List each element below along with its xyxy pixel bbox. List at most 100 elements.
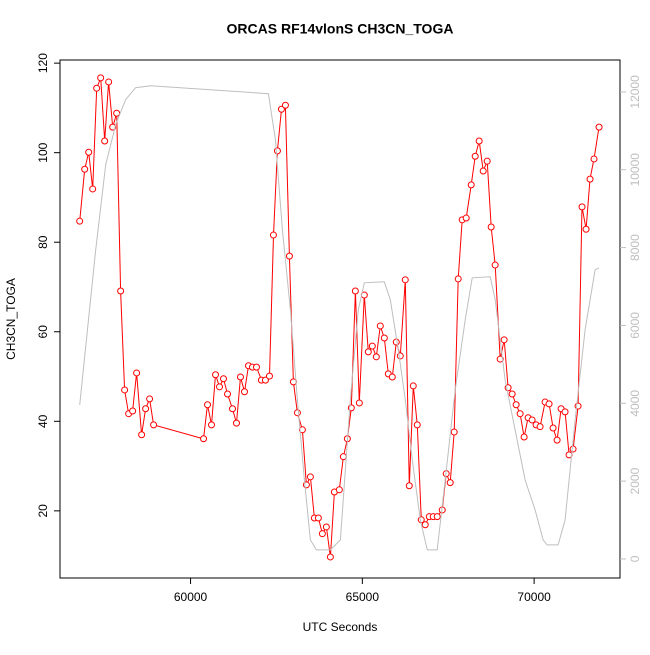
point (372, 353, 380, 361)
y-tick-label: 120 (36, 53, 50, 73)
x-tick-label: 70000 (517, 590, 551, 604)
point (475, 137, 483, 145)
point (520, 433, 528, 441)
point (208, 421, 216, 429)
point (281, 101, 289, 109)
point (252, 363, 260, 371)
point (578, 203, 586, 211)
point (516, 410, 524, 418)
point (582, 225, 590, 233)
y-axis-label: CH3CN_TOGA (4, 278, 18, 360)
point (355, 399, 363, 407)
point (261, 376, 269, 384)
point (536, 423, 544, 431)
point (553, 436, 561, 444)
point (298, 426, 306, 434)
point (590, 155, 598, 163)
point (450, 428, 458, 436)
point (121, 386, 129, 394)
y2-tick-label: 4000 (628, 390, 642, 417)
point (117, 287, 125, 295)
point (97, 74, 105, 82)
x-axis-label: UTC Seconds (303, 620, 378, 634)
y2-tick-label: 0 (628, 555, 642, 562)
y-tick-label: 100 (36, 142, 50, 162)
point (146, 395, 154, 403)
point (133, 369, 141, 377)
y2-tick-label: 6000 (628, 312, 642, 339)
point (368, 342, 376, 350)
point (462, 214, 470, 222)
point (467, 181, 475, 189)
point (322, 523, 330, 531)
point (76, 217, 84, 225)
y-tick-label: 40 (36, 414, 50, 428)
point (293, 409, 301, 417)
point (413, 421, 421, 429)
point (138, 431, 146, 439)
point (224, 390, 232, 398)
point (471, 152, 479, 160)
point (491, 261, 499, 269)
point (483, 157, 491, 165)
point (314, 514, 322, 522)
point (326, 553, 334, 561)
point (212, 371, 220, 379)
point (105, 78, 113, 86)
y-tick-label: 60 (36, 325, 50, 339)
point (273, 147, 281, 155)
point (454, 275, 462, 283)
point (376, 322, 384, 330)
point (269, 231, 277, 239)
point (219, 375, 227, 383)
series-line (79, 85, 600, 551)
point (285, 252, 293, 260)
point (81, 165, 89, 173)
point (150, 421, 158, 429)
point (113, 109, 121, 117)
point (200, 435, 208, 443)
point (265, 372, 273, 380)
y-tick-label: 80 (36, 235, 50, 249)
point (512, 401, 520, 409)
point (561, 408, 569, 416)
point (240, 388, 248, 396)
point (401, 276, 409, 284)
x-tick-label: 65000 (346, 590, 380, 604)
point (446, 479, 454, 487)
y2-tick-label: 10000 (628, 153, 642, 187)
point (421, 521, 429, 529)
y2-tick-label: 2000 (628, 467, 642, 494)
x-tick-label: 60000 (174, 590, 208, 604)
point (277, 105, 285, 113)
point (496, 355, 504, 363)
point (335, 486, 343, 494)
point (479, 167, 487, 175)
point (500, 336, 508, 344)
point (545, 400, 553, 408)
plot-box (59, 59, 621, 579)
point (236, 373, 244, 381)
point (204, 401, 212, 409)
point (569, 445, 577, 453)
point (396, 352, 404, 360)
point (232, 419, 240, 427)
point (405, 482, 413, 490)
point (487, 223, 495, 231)
point (528, 416, 536, 424)
y-tick-label: 20 (36, 504, 50, 518)
y2-tick-label: 12000 (628, 75, 642, 109)
point (109, 123, 117, 131)
point (85, 148, 93, 156)
point (306, 473, 314, 481)
point (586, 175, 594, 183)
point (101, 137, 109, 145)
point (142, 405, 150, 413)
y2-tick-label: 8000 (628, 234, 642, 261)
point (364, 348, 372, 356)
point (229, 405, 237, 413)
point (508, 390, 516, 398)
point (89, 185, 97, 193)
